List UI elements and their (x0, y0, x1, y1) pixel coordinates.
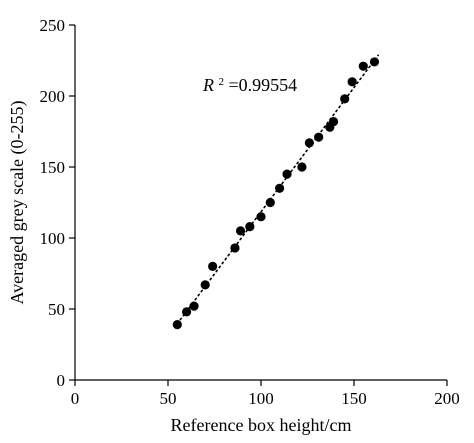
x-tick-label: 0 (71, 389, 80, 408)
data-point (304, 138, 314, 148)
r-squared-value: =0.99554 (229, 75, 298, 95)
data-point (256, 212, 266, 222)
data-point (230, 243, 240, 253)
x-tick-label: 150 (341, 389, 367, 408)
y-ticks: 0 50 100 150 200 250 (40, 16, 75, 390)
data-point (340, 94, 350, 104)
data-points (172, 57, 380, 330)
data-point (189, 301, 199, 311)
x-ticks: 0 50 100 150 200 (71, 380, 460, 408)
y-tick-label: 150 (40, 158, 66, 177)
x-tick-label: 50 (160, 389, 177, 408)
r-squared-variable: R (202, 75, 214, 95)
y-tick-label: 0 (57, 371, 66, 390)
r-squared-superscript: 2 (219, 76, 225, 88)
data-point (282, 169, 292, 179)
data-point (208, 261, 218, 271)
data-point (182, 307, 192, 317)
data-point (172, 320, 182, 330)
data-point (275, 183, 285, 193)
y-tick-label: 200 (40, 87, 66, 106)
y-axis-title: Averaged grey scale (0-255) (7, 100, 28, 304)
data-point (328, 116, 339, 127)
data-point (245, 222, 255, 232)
data-point (200, 280, 210, 290)
x-tick-label: 100 (248, 389, 274, 408)
y-tick-label: 100 (40, 229, 66, 248)
data-point (358, 61, 368, 71)
data-point (265, 197, 275, 208)
r-squared-annotation: R 2 =0.99554 (202, 75, 297, 95)
data-point (369, 57, 380, 67)
x-axis-title: Reference box height/cm (171, 415, 352, 435)
y-tick-label: 250 (40, 16, 66, 35)
data-point (235, 226, 246, 236)
x-tick-label: 200 (434, 389, 460, 408)
data-point (297, 162, 307, 172)
y-tick-label: 50 (48, 300, 65, 319)
data-point (347, 77, 357, 87)
data-point (314, 132, 324, 142)
